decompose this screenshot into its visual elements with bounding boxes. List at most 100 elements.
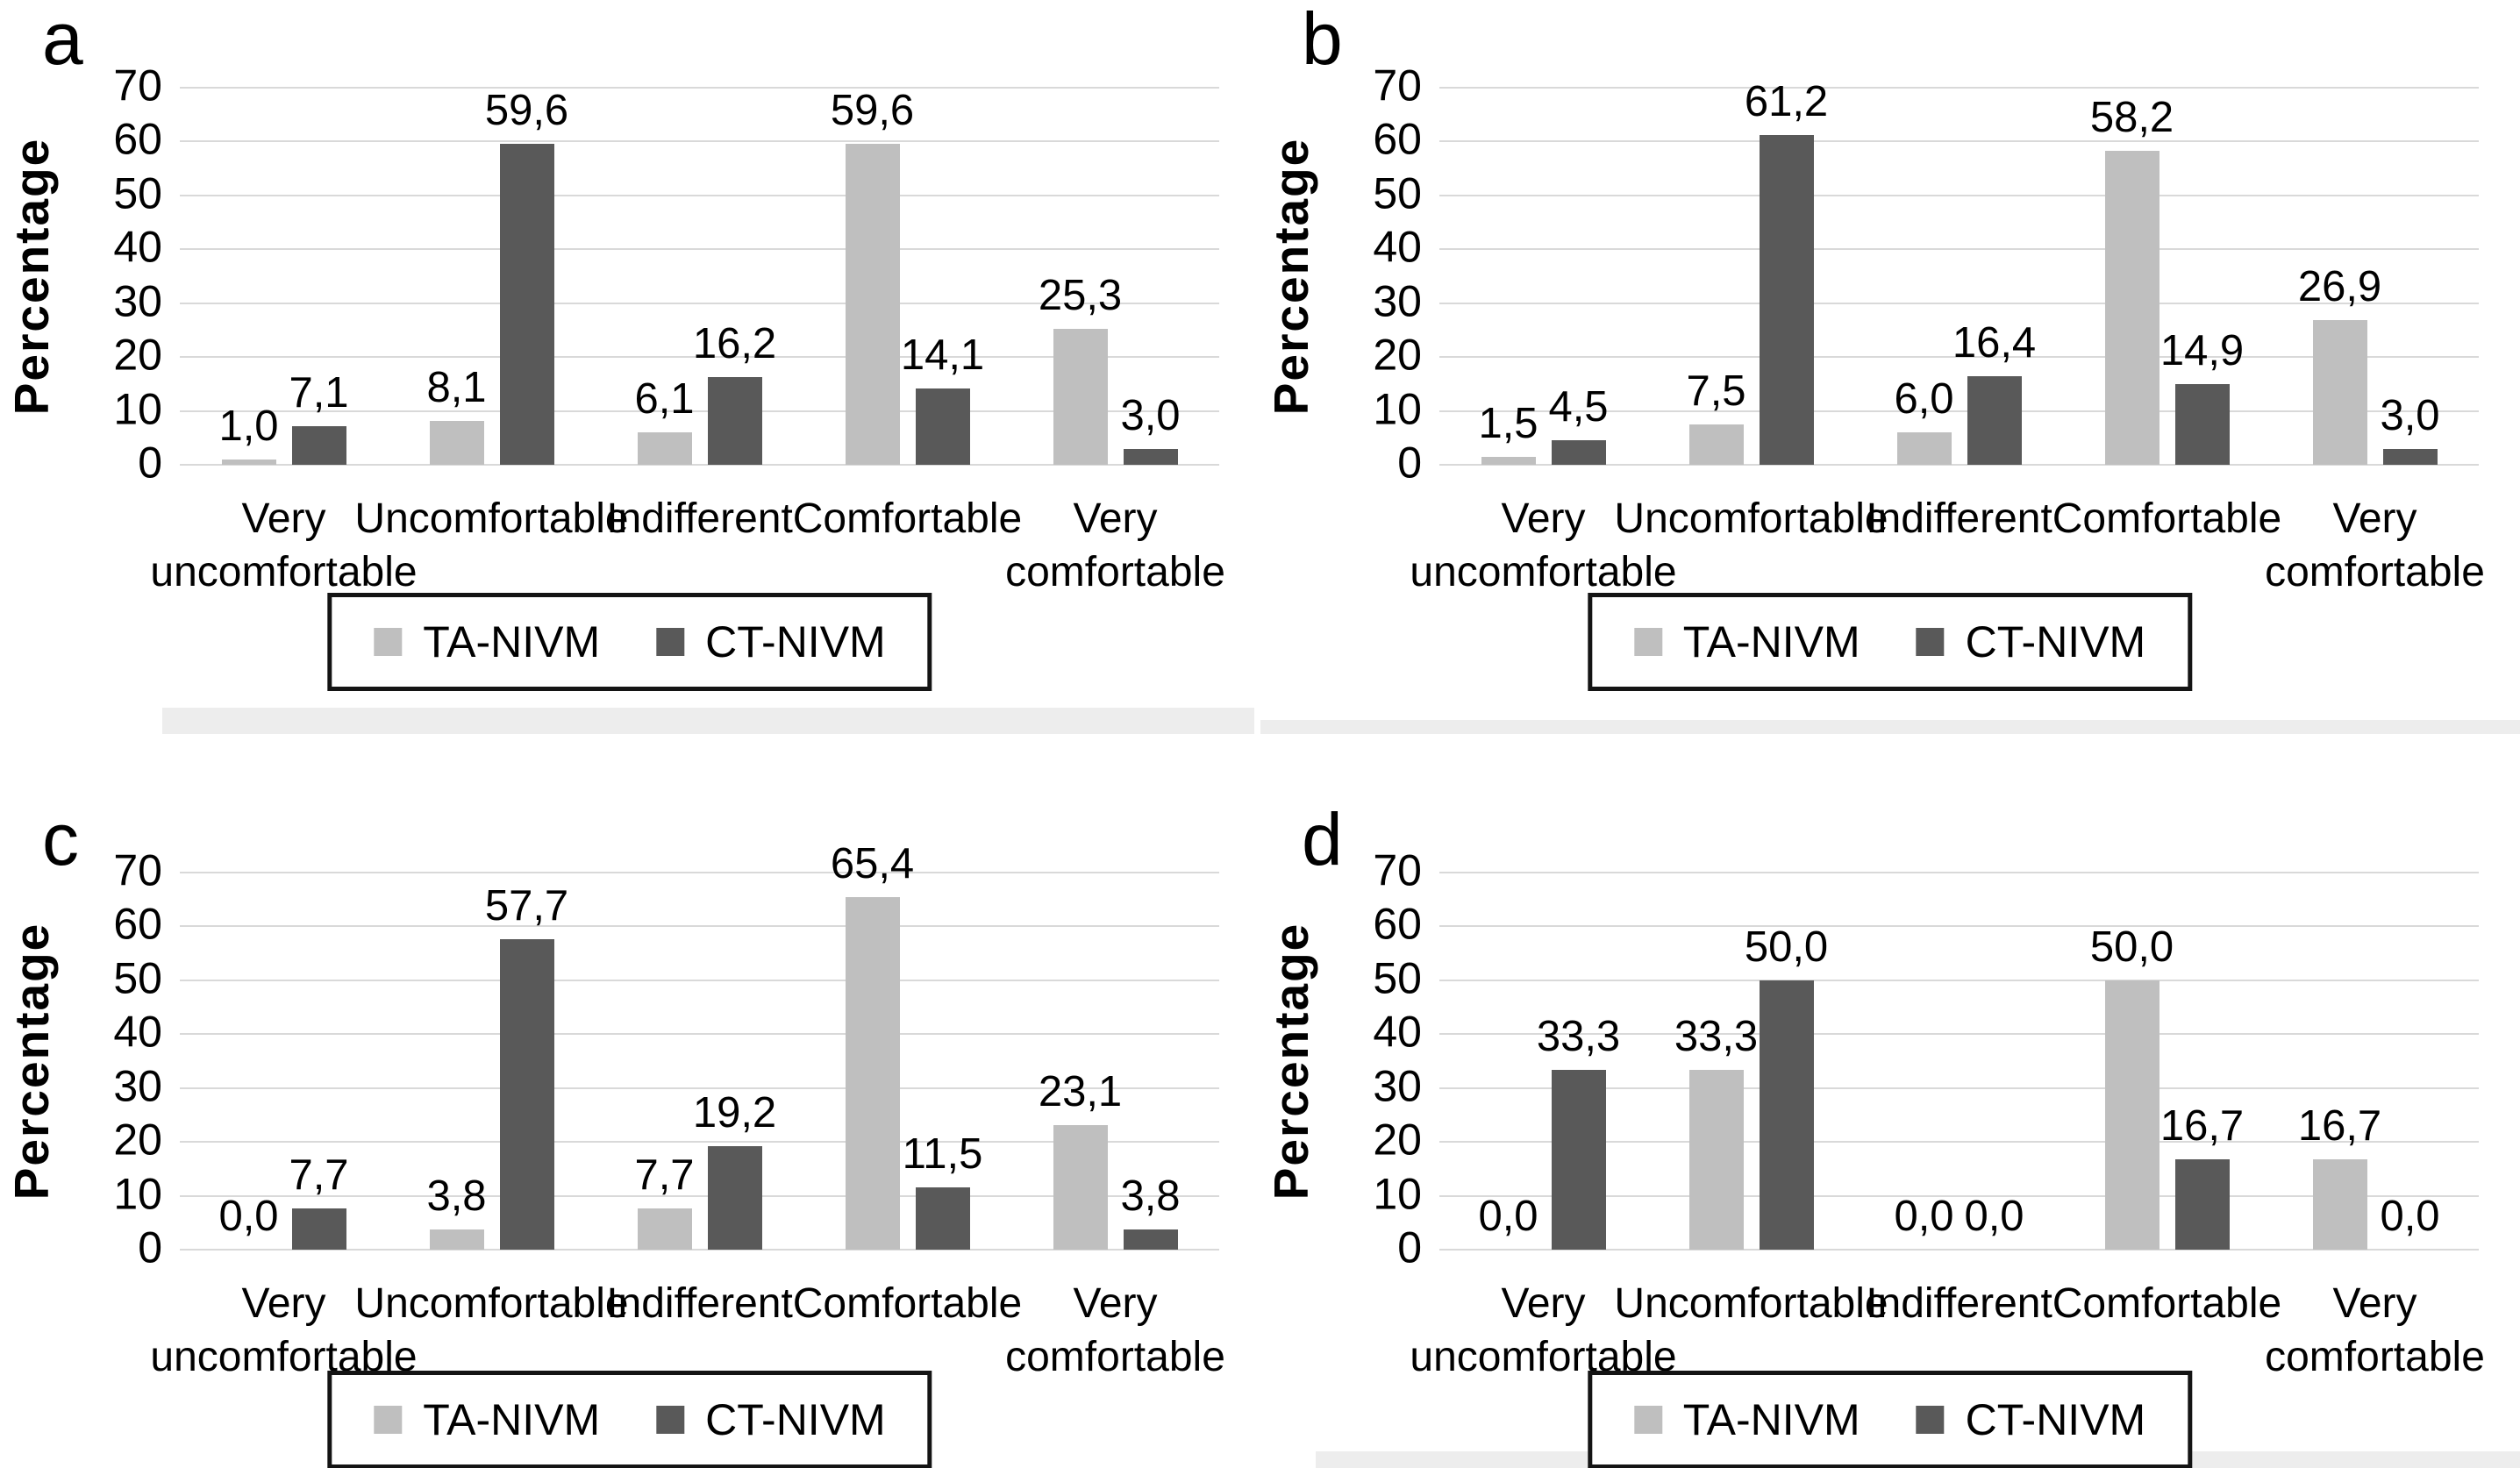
legend-label-ct: CT-NIVM (1965, 617, 2146, 666)
y-tick-label: 60 (113, 115, 162, 165)
panel-b: b Percentage 0 10 20 30 40 50 60 70 1,5 4,5 Very unc… (1260, 0, 2520, 734)
y-tick-label: 20 (113, 1115, 162, 1165)
bar-value-label: 1,0 (218, 403, 279, 450)
bar-ta-nivm-3 (2104, 980, 2159, 1250)
y-tick-label: 0 (1397, 1222, 1422, 1272)
x-category-label: Indifferent (1866, 495, 2052, 542)
bar-ct-nivm-0 (1551, 440, 1606, 465)
y-tick-label: 0 (138, 438, 162, 488)
legend: TA-NIVM CT-NIVM (1587, 593, 2193, 691)
legend-swatch-ct (656, 1406, 685, 1434)
bar-ct-nivm-1 (499, 144, 554, 465)
gridline-50 (1439, 194, 2479, 196)
panel-a: a Percentage 0 10 20 30 40 50 60 70 1,0 7,1 Very unc… (0, 0, 1260, 734)
gridline-30 (1439, 302, 2479, 304)
gridline-0 (180, 1249, 1219, 1251)
bar-value-label: 7,7 (634, 1151, 695, 1199)
bar-value-label: 0,0 (1894, 1193, 1954, 1240)
legend-label-ct: CT-NIVM (1965, 1395, 2146, 1444)
panel-letter: a (42, 0, 83, 80)
gridline-70 (180, 872, 1219, 873)
bar-value-label: 16,7 (2159, 1102, 2245, 1150)
gridline-0 (1439, 464, 2479, 466)
y-tick-label: 50 (113, 168, 162, 218)
gridline-40 (1439, 1033, 2479, 1036)
gridline-60 (180, 925, 1219, 928)
legend-item-ct: CT-NIVM (1916, 616, 2146, 667)
bar-value-label: 11,5 (902, 1130, 983, 1178)
x-category-label: Very uncomfortable (150, 495, 418, 595)
bar-ta-nivm-4 (2312, 320, 2367, 465)
legend: TA-NIVM CT-NIVM (327, 593, 932, 691)
gridline-20 (180, 1141, 1219, 1144)
x-category-label: Comfortable (2052, 495, 2282, 542)
bar-value-label: 1,5 (1478, 400, 1538, 447)
bar-ta-nivm-2 (1896, 432, 1952, 465)
gridline-40 (180, 248, 1219, 251)
gridline-60 (1439, 140, 2479, 143)
x-category-label: Very comfortable (2265, 1280, 2485, 1380)
bar-ct-nivm-3 (915, 1187, 970, 1250)
legend-swatch-ta (374, 1406, 403, 1434)
legend-item-ta: TA-NIVM (1633, 616, 1860, 667)
x-category-label: Very comfortable (1005, 1280, 1225, 1380)
legend-swatch-ct (1916, 1406, 1945, 1434)
bar-ct-nivm-4 (2382, 449, 2438, 465)
legend-label-ta: TA-NIVM (1682, 1395, 1860, 1444)
bar-value-label: 0,0 (218, 1193, 279, 1240)
y-tick-label: 10 (1373, 1169, 1422, 1219)
bar-value-label: 19,2 (692, 1089, 777, 1137)
legend-item-ta: TA-NIVM (374, 1394, 600, 1445)
gridline-10 (180, 1194, 1219, 1197)
bar-ct-nivm-0 (291, 426, 346, 465)
bar-value-label: 50,0 (1744, 923, 1829, 971)
bar-ta-nivm-3 (845, 897, 900, 1250)
legend-label-ct: CT-NIVM (705, 1395, 886, 1444)
legend-item-ct: CT-NIVM (656, 1394, 886, 1445)
gridline-0 (180, 464, 1219, 466)
bar-ct-nivm-1 (1759, 980, 1814, 1250)
x-category-label: Very uncomfortable (1410, 1280, 1677, 1380)
panel-c: c Percentage 0 10 20 30 40 50 60 70 0,0 7,7 Very unc… (0, 734, 1260, 1468)
gridline-10 (1439, 410, 2479, 412)
legend-item-ta: TA-NIVM (374, 616, 600, 667)
legend-label-ta: TA-NIVM (423, 1395, 601, 1444)
x-category-label: Uncomfortable (1614, 495, 1888, 542)
bar-value-label: 59,6 (830, 87, 915, 134)
bar-ta-nivm-1 (429, 421, 484, 465)
x-category-label: Very comfortable (2265, 495, 2485, 595)
y-tick-label: 20 (1373, 1115, 1422, 1165)
legend: TA-NIVM CT-NIVM (1587, 1371, 2193, 1468)
bar-value-label: 3,8 (426, 1172, 487, 1220)
bar-ta-nivm-3 (2104, 151, 2159, 465)
bar-ct-nivm-1 (499, 939, 554, 1250)
bar-value-label: 33,3 (1674, 1013, 1759, 1060)
bar-ct-nivm-3 (2174, 384, 2230, 465)
gridline-70 (1439, 87, 2479, 89)
bar-value-label: 0,0 (1478, 1193, 1538, 1240)
y-tick-label: 40 (1373, 1007, 1422, 1057)
gridline-60 (180, 140, 1219, 143)
gridline-10 (180, 410, 1219, 412)
bar-ta-nivm-1 (429, 1229, 484, 1250)
bar-value-label: 14,1 (900, 331, 985, 379)
gridline-50 (1439, 979, 2479, 981)
bar-ct-nivm-3 (2174, 1159, 2230, 1250)
bar-value-label: 16,7 (2297, 1102, 2382, 1150)
y-axis-title: Percentage (1264, 922, 1318, 1201)
y-tick-label: 30 (1373, 1061, 1422, 1111)
bar-ta-nivm-0 (221, 460, 276, 465)
gridline-40 (1439, 248, 2479, 251)
scan-artifact-strip (162, 708, 1254, 734)
gridline-50 (180, 979, 1219, 981)
legend-swatch-ct (1916, 628, 1945, 656)
y-tick-label: 20 (1373, 330, 1422, 380)
bar-ct-nivm-1 (1759, 135, 1814, 465)
y-axis-title: Percentage (4, 922, 59, 1201)
gridline-70 (180, 87, 1219, 89)
bar-ct-nivm-0 (291, 1208, 346, 1250)
y-tick-label: 40 (1373, 222, 1422, 272)
x-category-label: Comfortable (792, 1280, 1023, 1327)
gridline-30 (180, 302, 1219, 304)
